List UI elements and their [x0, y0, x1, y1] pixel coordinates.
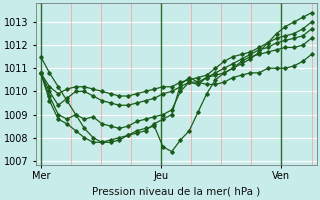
- X-axis label: Pression niveau de la mer( hPa ): Pression niveau de la mer( hPa ): [92, 187, 260, 197]
